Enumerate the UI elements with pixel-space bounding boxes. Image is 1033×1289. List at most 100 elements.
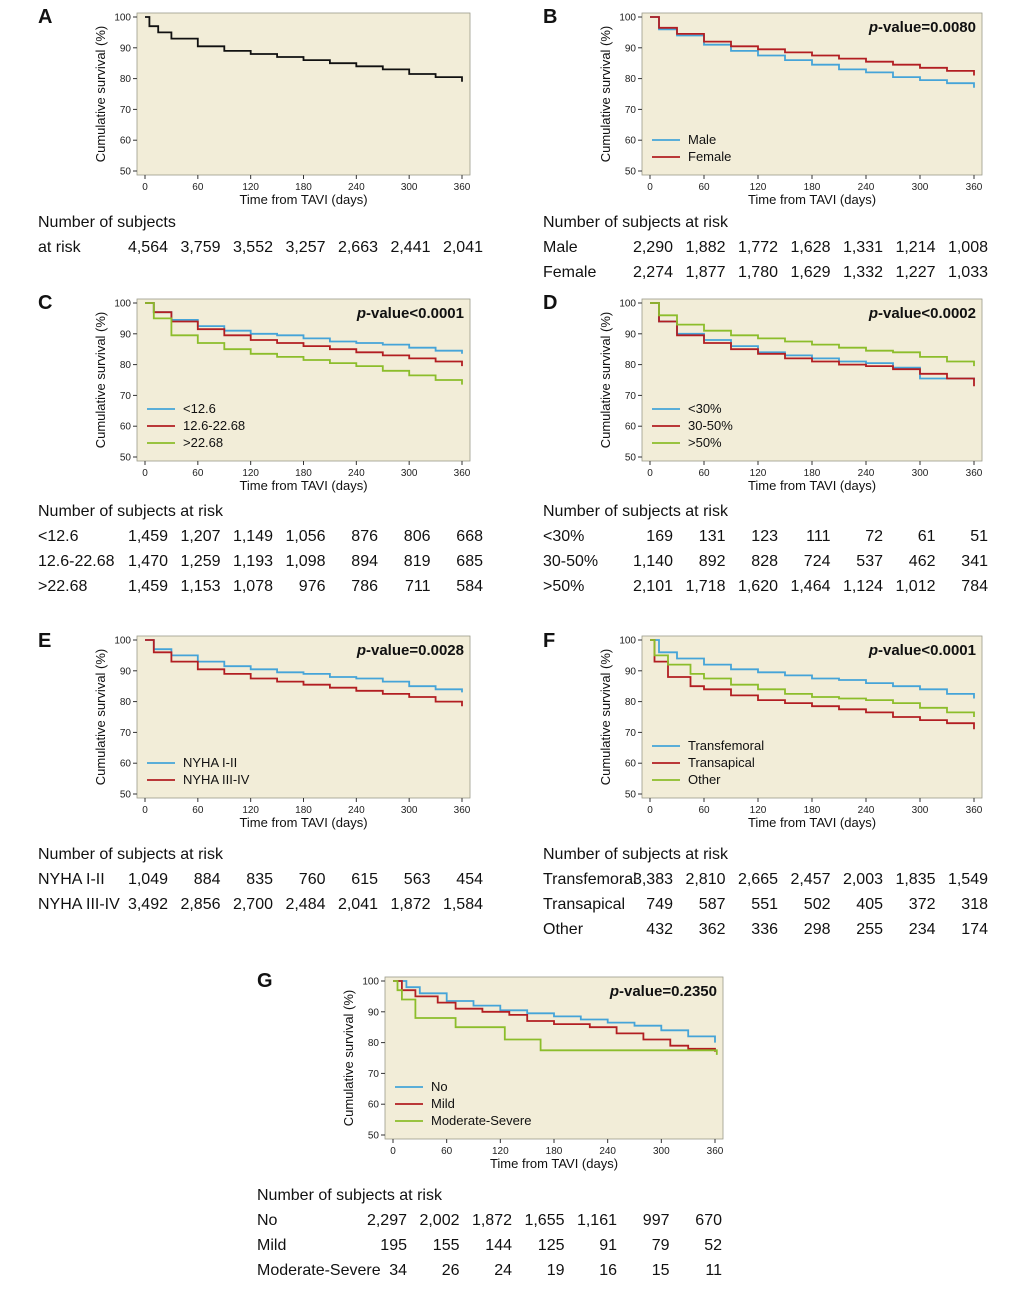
risk-cell: 587 [698, 896, 726, 913]
y-tick-label: 70 [368, 1069, 380, 1080]
risk-cell: 155 [432, 1237, 460, 1254]
x-tick-label: 120 [242, 805, 259, 816]
y-axis-label: Cumulative survival (%) [93, 649, 108, 786]
risk-cell: 711 [404, 578, 431, 595]
risk-cell: 1,459 [127, 578, 168, 595]
y-axis-label: Cumulative survival (%) [341, 990, 356, 1127]
x-tick-label: 240 [348, 805, 365, 816]
risk-cell: 1,033 [947, 264, 988, 281]
x-tick-label: 60 [192, 468, 204, 479]
y-axis-label: Cumulative survival (%) [93, 26, 108, 163]
risk-cell: 1,098 [285, 553, 326, 570]
legend-label: Male [688, 132, 716, 147]
risk-row-label: Mild [257, 1237, 287, 1254]
x-tick-label: 180 [546, 1146, 563, 1157]
risk-cell: 1,835 [895, 871, 936, 888]
y-tick-label: 80 [368, 1038, 380, 1049]
risk-cell: 894 [351, 553, 378, 570]
risk-row-label: 30-50% [543, 553, 599, 570]
series-line-all [145, 16, 463, 82]
risk-cell: 749 [646, 896, 673, 913]
risk-cell: 1,872 [390, 896, 431, 913]
y-tick-label: 100 [114, 299, 131, 310]
risk-row-label: >22.68 [38, 578, 88, 595]
panel-letter-e: E [38, 630, 52, 652]
risk-table-header: Number of subjects at risk [257, 1187, 442, 1204]
x-tick-label: 240 [858, 805, 875, 816]
survival-plot-b: 50 60 70 80 90 100 0 60 120 180 240 300 360 Time from… [598, 12, 983, 208]
x-tick-label: 0 [390, 1146, 396, 1157]
x-tick-label: 360 [454, 468, 471, 479]
y-tick-label: 90 [120, 666, 132, 677]
series-line--30- [650, 302, 975, 380]
risk-cell: 372 [908, 896, 936, 913]
risk-cell: 51 [970, 528, 988, 545]
risk-row-label: <12.6 [38, 528, 79, 545]
p-value-label: p-value<0.0001 [868, 642, 976, 659]
y-tick-label: 60 [625, 422, 637, 433]
risk-cell: 2,041 [442, 239, 483, 256]
y-tick-label: 60 [368, 1100, 380, 1111]
risk-cell: 670 [695, 1212, 722, 1229]
x-tick-label: 120 [750, 182, 767, 193]
p-value-label: p-value<0.0002 [868, 305, 976, 322]
x-axis-label: Time from TAVI (days) [239, 192, 367, 207]
plot-background [641, 12, 983, 176]
survival-plot-a: 50 60 70 80 90 100 0 60 120 180 240 300 360 Time from… [93, 13, 471, 208]
legend-label: Other [688, 772, 721, 787]
panel-letter-a: A [38, 6, 53, 28]
x-tick-label: 240 [858, 468, 875, 479]
risk-row-label: Moderate-Severe [257, 1262, 381, 1279]
x-tick-label: 120 [750, 805, 767, 816]
x-tick-label: 240 [858, 182, 875, 193]
risk-cell: 255 [856, 921, 883, 938]
y-tick-label: 50 [625, 790, 637, 801]
x-tick-label: 300 [401, 182, 418, 193]
risk-cell: 819 [403, 553, 431, 570]
risk-cell: 502 [803, 896, 831, 913]
risk-cell: 892 [698, 553, 726, 570]
risk-cell: 828 [751, 553, 778, 570]
panel-letter-f: F [543, 630, 556, 652]
risk-row-label: Other [543, 921, 584, 938]
risk-cell: 1,153 [180, 578, 221, 595]
x-axis-label: Time from TAVI (days) [239, 815, 367, 830]
survival-plot-f: 50 60 70 80 90 100 0 60 120 180 240 300 360 Time from… [598, 636, 983, 831]
risk-cell: 111 [806, 528, 831, 545]
risk-cell: 405 [856, 896, 883, 913]
legend-label: <12.6 [183, 401, 216, 416]
risk-cell: 125 [537, 1237, 565, 1254]
y-tick-label: 100 [619, 13, 636, 24]
legend-label: NYHA III-IV [183, 772, 250, 787]
x-tick-label: 120 [492, 1146, 509, 1157]
x-tick-label: 360 [707, 1146, 724, 1157]
y-tick-label: 50 [625, 453, 637, 464]
risk-cell: 1,877 [685, 264, 726, 281]
risk-cell: 1,882 [685, 239, 726, 256]
risk-cell: 341 [961, 553, 988, 570]
legend-label: Female [688, 149, 731, 164]
y-tick-label: 60 [120, 422, 132, 433]
risk-cell: 3,552 [232, 239, 273, 256]
risk-cell: 786 [351, 578, 378, 595]
risk-cell: 1,470 [127, 553, 168, 570]
risk-cell: 61 [917, 528, 936, 545]
x-tick-label: 60 [698, 805, 710, 816]
risk-cell: 1,459 [127, 528, 168, 545]
risk-cell: 336 [751, 921, 778, 938]
x-tick-label: 300 [912, 468, 929, 479]
risk-row-label: No [257, 1212, 278, 1229]
risk-cell: 15 [651, 1262, 670, 1279]
legend-label: 12.6-22.68 [183, 418, 245, 433]
x-tick-label: 0 [142, 468, 148, 479]
x-tick-label: 60 [441, 1146, 453, 1157]
plot-background [136, 635, 471, 799]
series-line-male [650, 16, 975, 88]
risk-row-label: Transapical [543, 896, 626, 913]
x-tick-label: 300 [401, 805, 418, 816]
x-tick-label: 360 [966, 805, 983, 816]
legend-label: >50% [688, 435, 722, 450]
risk-cell: 1,772 [737, 239, 778, 256]
x-tick-label: 180 [804, 182, 821, 193]
y-tick-label: 80 [625, 697, 637, 708]
